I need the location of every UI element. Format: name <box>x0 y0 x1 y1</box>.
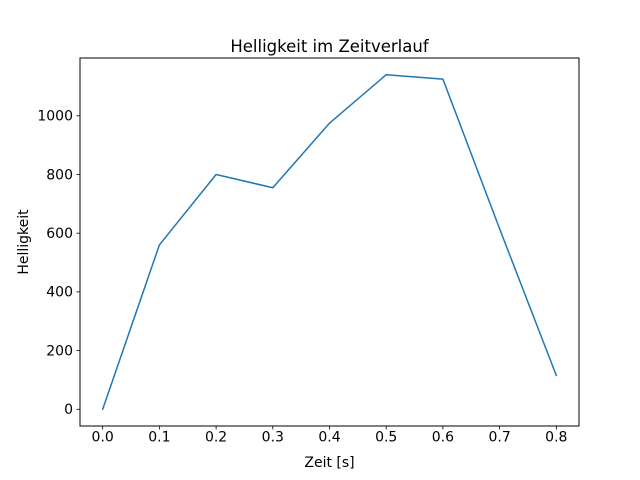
x-tick-label: 0.8 <box>545 430 567 446</box>
y-tick-label: 400 <box>46 285 73 301</box>
plot-area-frame <box>79 57 580 427</box>
y-axis-label: Helligkeit <box>16 209 32 275</box>
x-tick-label: 0.5 <box>375 430 397 446</box>
x-axis-label: Zeit [s] <box>304 455 354 471</box>
y-tick-label: 1000 <box>37 109 73 125</box>
y-tick-label: 600 <box>46 226 73 242</box>
y-tick-label: 0 <box>64 402 73 418</box>
chart-title: Helligkeit im Zeitverlauf <box>230 37 429 56</box>
x-tick-label: 0.2 <box>205 430 227 446</box>
x-tick-label: 0.7 <box>488 430 510 446</box>
data-line-series <box>101 73 558 411</box>
x-tick-label: 0.6 <box>432 430 454 446</box>
y-tick-label: 200 <box>46 343 73 359</box>
x-tick-label: 0.4 <box>318 430 340 446</box>
x-tick-label: 0.3 <box>262 430 284 446</box>
x-tick-label: 0.1 <box>148 430 170 446</box>
y-tick-label: 800 <box>46 167 73 183</box>
ticks-layer: 0.0 0.1 0.2 0.3 0.4 0.5 0.6 0.7 0.8 0 200 400 600 800… <box>37 109 567 446</box>
x-tick-label: 0.0 <box>92 430 114 446</box>
